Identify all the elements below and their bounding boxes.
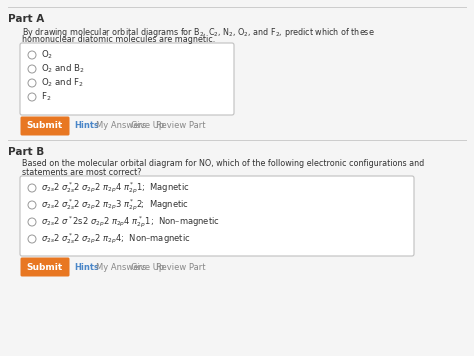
Text: Review Part: Review Part (156, 121, 206, 131)
Text: My Answers: My Answers (96, 262, 146, 272)
Text: O$_2$ and F$_2$: O$_2$ and F$_2$ (41, 77, 84, 89)
Text: Submit: Submit (27, 121, 63, 131)
Text: statements are most correct?: statements are most correct? (22, 168, 142, 177)
Text: O$_2$: O$_2$ (41, 49, 53, 61)
Text: $\sigma_{2s}$2 $\sigma^*_{2s}$2 $\sigma_{2p}$2 $\pi_{2p}$4 $\pi^*_{2p}$1;  Magne: $\sigma_{2s}$2 $\sigma^*_{2s}$2 $\sigma_… (41, 180, 190, 196)
Text: By drawing molecular orbital diagrams for B$_2$, C$_2$, N$_2$, O$_2$, and F$_2$,: By drawing molecular orbital diagrams fo… (22, 26, 375, 39)
Text: F$_2$: F$_2$ (41, 91, 51, 103)
Text: Give Up: Give Up (131, 121, 164, 131)
Text: $\sigma_{2s}$2 $\sigma^*$2s2 $\sigma_{2p}$2 $\pi_{2p}$4 $\pi^*_{2p}$1;  Non–magn: $\sigma_{2s}$2 $\sigma^*$2s2 $\sigma_{2p… (41, 214, 220, 230)
Text: Hints: Hints (74, 121, 99, 131)
Text: Submit: Submit (27, 262, 63, 272)
Text: $\sigma_{2s}$2 $\sigma^*_{2s}$2 $\sigma_{2p}$2 $\pi_{2p}$3 $\pi^*_{2p}$2;  Magne: $\sigma_{2s}$2 $\sigma^*_{2s}$2 $\sigma_… (41, 197, 189, 213)
Text: My Answers: My Answers (96, 121, 146, 131)
Text: homonuclear diatomic molecules are magnetic.: homonuclear diatomic molecules are magne… (22, 35, 215, 44)
FancyBboxPatch shape (20, 43, 234, 115)
FancyBboxPatch shape (20, 116, 70, 136)
Text: Review Part: Review Part (156, 262, 206, 272)
Text: Part B: Part B (8, 147, 44, 157)
Text: Part A: Part A (8, 14, 44, 24)
Text: Hints: Hints (74, 262, 99, 272)
Text: $\sigma_{2s}$2 $\sigma^*_{2s}$2 $\sigma_{2p}$2 $\pi_{2p}$4;  Non–magnetic: $\sigma_{2s}$2 $\sigma^*_{2s}$2 $\sigma_… (41, 232, 191, 246)
Text: O$_2$ and B$_2$: O$_2$ and B$_2$ (41, 63, 85, 75)
FancyBboxPatch shape (20, 257, 70, 277)
Text: Based on the molecular orbital diagram for NO, which of the following electronic: Based on the molecular orbital diagram f… (22, 159, 424, 168)
FancyBboxPatch shape (20, 176, 414, 256)
Text: Give Up: Give Up (131, 262, 164, 272)
